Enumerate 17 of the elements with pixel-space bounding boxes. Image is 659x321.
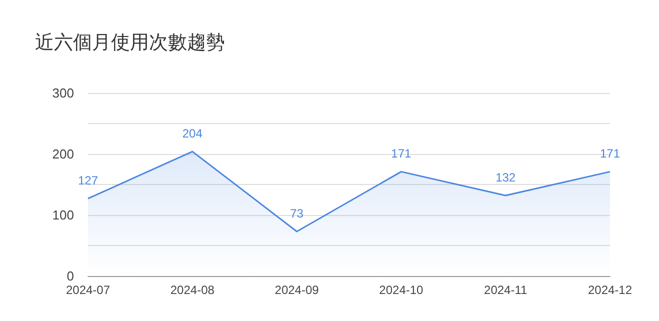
x-tick-label: 2024-11 [484,283,528,297]
x-tick-label: 2024-07 [66,283,110,297]
data-label: 204 [182,126,203,141]
y-tick-label: 0 [66,268,74,284]
data-label: 171 [600,146,620,161]
data-label: 73 [290,206,304,220]
y-tick-label: 200 [52,146,74,162]
x-tick-label: 2024-08 [170,283,215,297]
x-tick-label: 2024-09 [274,283,320,297]
y-tick-label: 100 [52,208,74,222]
x-tick-label: 2024-10 [379,283,424,297]
chart-title: 近六個月使用次數趨勢 [35,32,225,54]
y-tick-label: 300 [52,86,74,100]
data-label: 171 [391,146,412,161]
data-label: 132 [496,170,516,184]
data-label: 127 [78,174,98,188]
x-tick-label: 2024-12 [588,283,632,297]
